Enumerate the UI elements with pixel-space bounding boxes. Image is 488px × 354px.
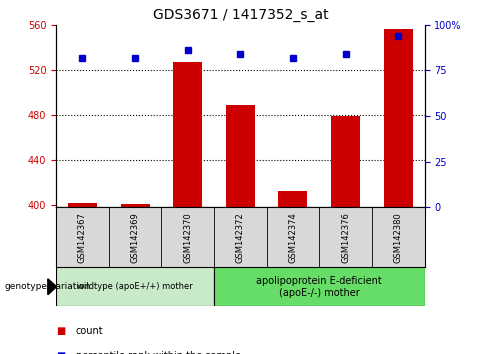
- Title: GDS3671 / 1417352_s_at: GDS3671 / 1417352_s_at: [153, 8, 328, 22]
- Text: GSM142370: GSM142370: [183, 212, 192, 263]
- Text: genotype/variation: genotype/variation: [5, 282, 91, 291]
- Text: GSM142367: GSM142367: [78, 212, 87, 263]
- Text: apolipoprotein E-deficient
(apoE-/-) mother: apolipoprotein E-deficient (apoE-/-) mot…: [256, 276, 382, 298]
- Bar: [173, 62, 202, 207]
- Text: GSM142376: GSM142376: [341, 212, 350, 263]
- Text: wildtype (apoE+/+) mother: wildtype (apoE+/+) mother: [77, 282, 193, 291]
- Bar: [214, 267, 425, 306]
- Bar: [226, 105, 255, 207]
- Text: GSM142372: GSM142372: [236, 212, 245, 263]
- Polygon shape: [48, 279, 57, 295]
- Text: ■: ■: [56, 326, 65, 336]
- Text: GSM142380: GSM142380: [394, 212, 403, 263]
- Text: ■: ■: [56, 351, 65, 354]
- Text: count: count: [76, 326, 103, 336]
- Bar: [279, 191, 307, 207]
- Text: percentile rank within the sample: percentile rank within the sample: [76, 351, 241, 354]
- Bar: [331, 116, 360, 207]
- Bar: [121, 204, 149, 207]
- Bar: [68, 202, 97, 207]
- Text: GSM142374: GSM142374: [288, 212, 298, 263]
- Bar: [384, 29, 413, 207]
- Bar: [56, 267, 214, 306]
- Text: GSM142369: GSM142369: [131, 212, 140, 263]
